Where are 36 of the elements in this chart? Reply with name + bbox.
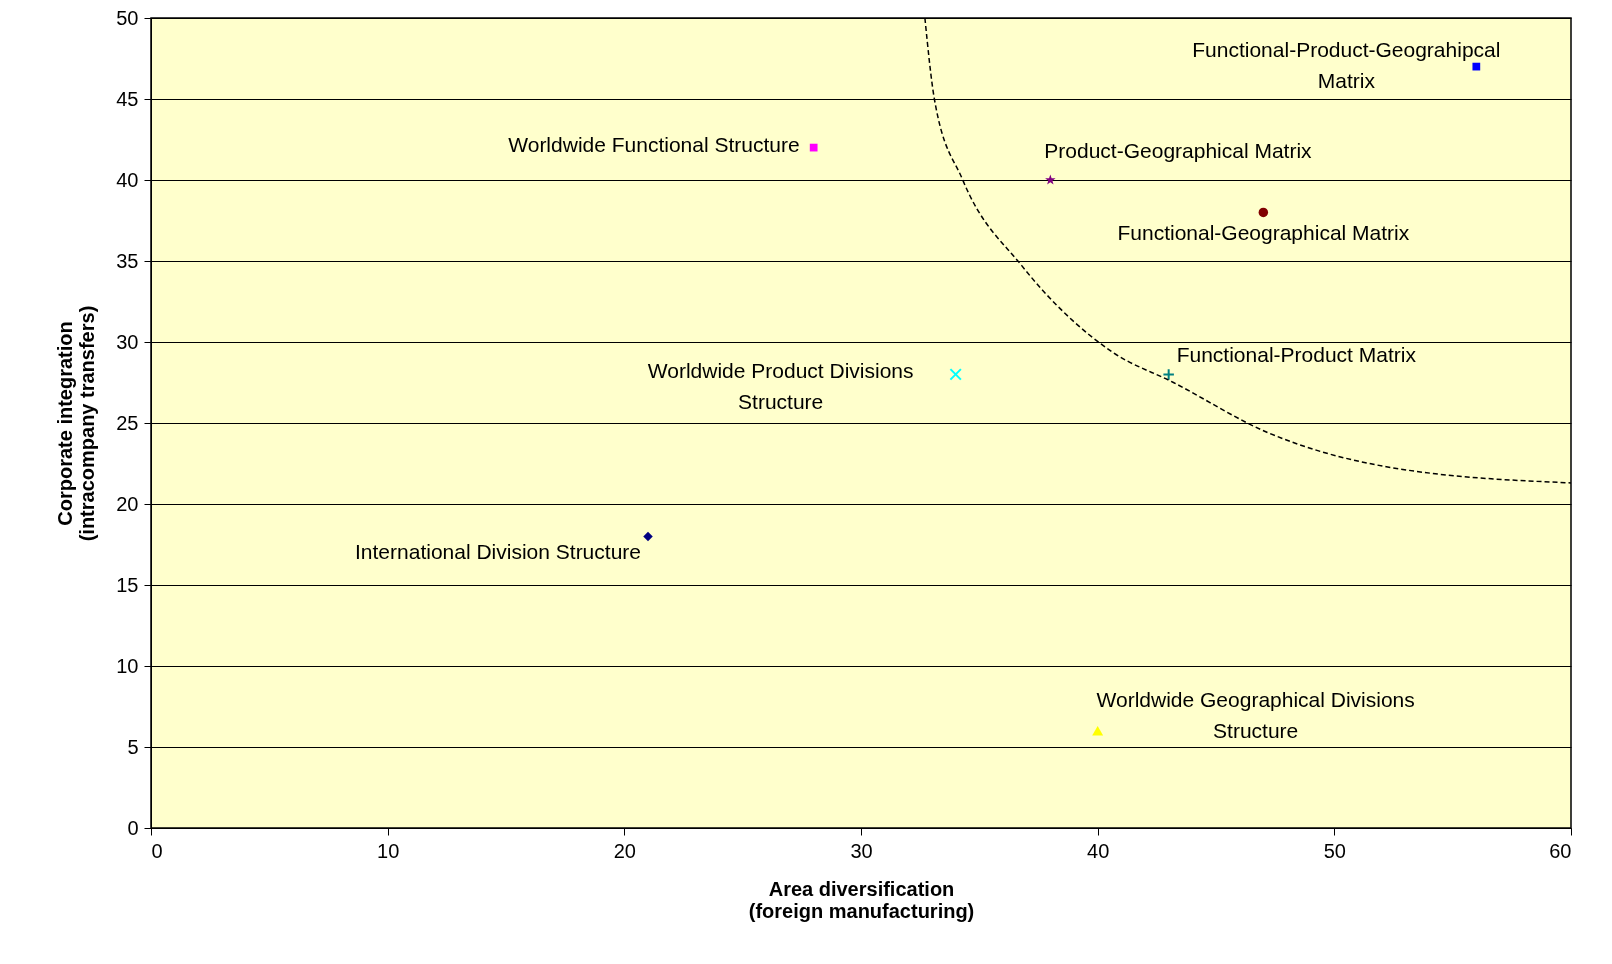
y-tick-label: 35 — [116, 249, 139, 272]
x-tick-label: 60 — [1549, 839, 1572, 862]
series-label: Functional-Geographical Matrix — [1117, 221, 1410, 245]
x-axis-title: Area diversification (foreign manufacturing) — [748, 877, 975, 922]
point — [1472, 62, 1481, 71]
series-label: Worldwide Geographical Divisions Structure — [1096, 688, 1415, 743]
series-label: Worldwide Product Divisions Structure — [647, 358, 914, 413]
series-label: Functional-Product Matrix — [1176, 343, 1417, 367]
y-tick-label: 20 — [116, 492, 139, 515]
y-axis-title: Corporate integration (intracompany transfers) — [54, 305, 99, 542]
y-tick-label: 15 — [116, 573, 139, 596]
point — [1092, 726, 1104, 736]
y-tick-label: 25 — [116, 411, 139, 434]
point — [949, 368, 962, 381]
x-tick-label: 0 — [151, 839, 163, 862]
point — [1162, 368, 1175, 381]
series-label: Functional-Product-Geograhipcal Matrix — [1192, 38, 1501, 93]
x-tick-label: 10 — [377, 839, 400, 862]
series-label: Product-Geographical Matrix — [1044, 139, 1313, 162]
y-tick-label: 50 — [116, 6, 139, 29]
x-tick-label: 50 — [1323, 839, 1346, 862]
y-tick-label: 5 — [127, 735, 139, 758]
y-tick-label: 40 — [116, 168, 139, 191]
point — [1258, 207, 1269, 218]
x-tick-label: 40 — [1087, 839, 1110, 862]
series-label: International Division Structure — [355, 540, 641, 564]
point — [809, 143, 818, 152]
series-label: Worldwide Functional Structure — [508, 132, 800, 156]
y-tick-label: 45 — [116, 87, 139, 110]
x-tick-label: 30 — [850, 839, 873, 862]
y-tick-label: 10 — [116, 654, 139, 677]
y-tick-label: 0 — [127, 816, 139, 839]
point — [643, 531, 653, 542]
x-tick-label: 20 — [613, 839, 636, 862]
point — [1045, 174, 1056, 185]
y-tick-label: 30 — [116, 330, 139, 353]
